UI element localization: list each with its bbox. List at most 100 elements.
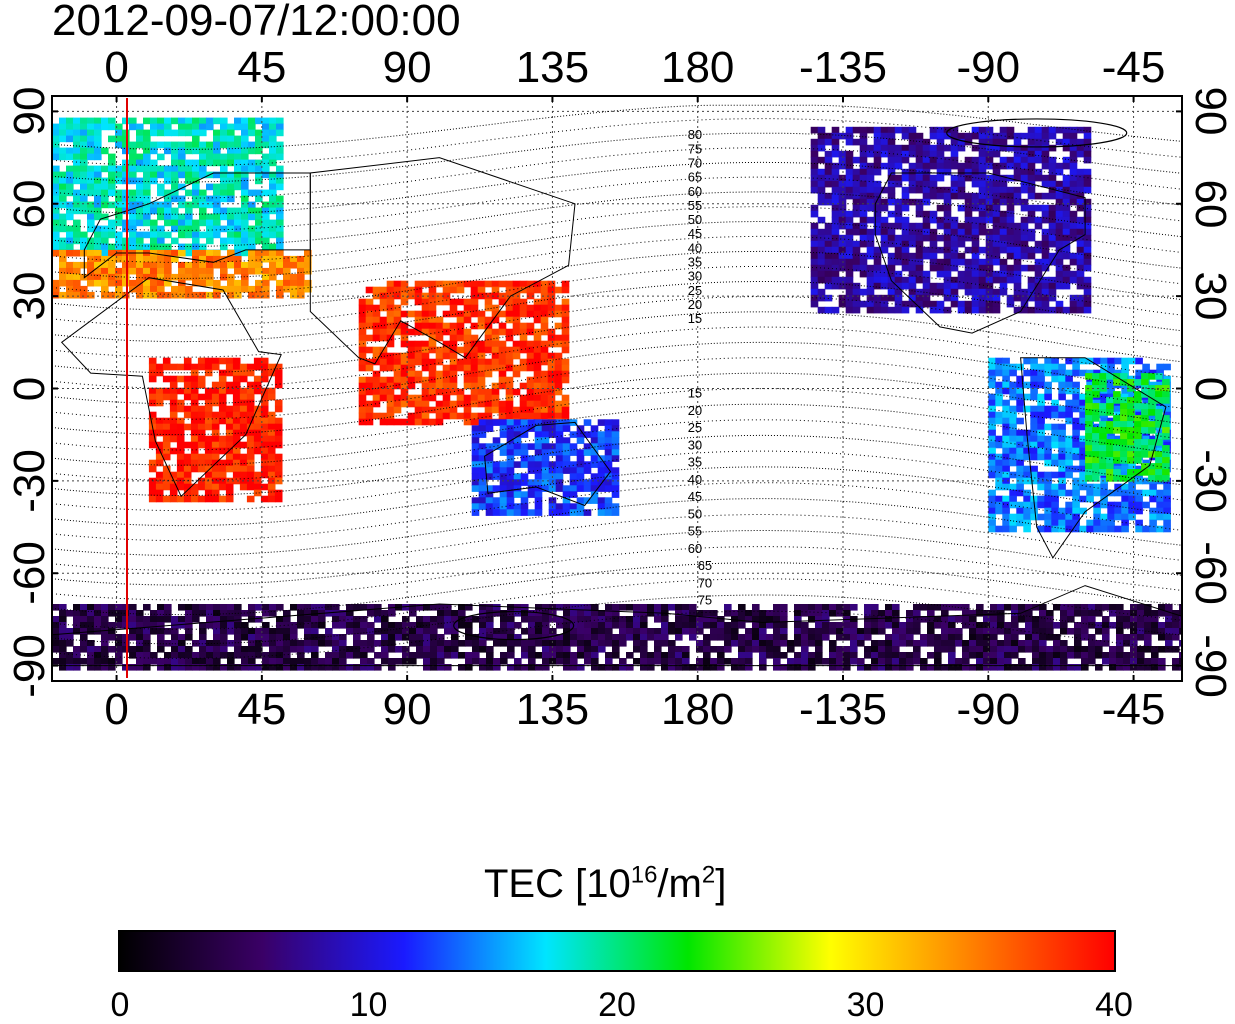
tec-cell	[150, 261, 158, 269]
tec-cell	[1076, 150, 1085, 158]
tec-cell	[1044, 501, 1052, 509]
tec-cell	[304, 279, 312, 287]
tec-cell	[379, 394, 388, 402]
tec-cell	[845, 240, 854, 248]
tec-cell	[66, 117, 74, 125]
tec-cell	[73, 273, 81, 281]
tec-cell	[1020, 168, 1029, 176]
tec-cell	[218, 381, 227, 389]
tec-cell	[915, 186, 924, 194]
tec-cell	[554, 304, 563, 312]
tec-cell	[1079, 369, 1087, 377]
tec-cell	[192, 171, 200, 179]
tec-cell	[507, 646, 515, 653]
tec-cell	[780, 628, 788, 635]
tec-cell	[213, 159, 221, 167]
tec-cell	[808, 652, 816, 659]
tec-cell	[372, 412, 381, 420]
tec-cell	[162, 363, 171, 371]
tec-cell	[1060, 616, 1068, 623]
tec-cell	[1002, 465, 1010, 473]
tec-cell	[964, 204, 973, 212]
tec-cell	[597, 437, 606, 444]
tec-cell	[400, 328, 409, 336]
tec-cell	[1085, 457, 1093, 464]
tec-cell	[164, 610, 172, 617]
tec-cell	[492, 461, 501, 468]
tec-cell	[513, 449, 522, 456]
tec-cell	[1155, 457, 1163, 464]
tec-cell	[1020, 216, 1029, 224]
tec-cell	[561, 412, 570, 420]
tec-cell	[943, 222, 952, 230]
tec-cell	[213, 622, 221, 629]
tec-cell	[859, 204, 868, 212]
tec-cell	[192, 273, 200, 281]
tec-cell	[59, 171, 67, 179]
tec-cell	[52, 279, 60, 287]
tec-cell	[838, 150, 847, 158]
tec-cell	[1106, 451, 1114, 458]
tec-cell	[498, 298, 507, 306]
tec-cell	[1058, 405, 1066, 413]
tec-cell	[239, 483, 248, 491]
tec-cell	[358, 382, 367, 390]
tec-cell	[759, 628, 767, 635]
tec-cell	[87, 117, 95, 125]
tec-cell	[1034, 294, 1043, 302]
tec-cell	[1069, 180, 1078, 188]
tec-cell	[927, 640, 935, 647]
tec-cell	[108, 165, 116, 173]
tec-cell	[150, 622, 158, 629]
tec-cell	[915, 162, 924, 170]
tec-cell	[936, 282, 945, 290]
tec-cell	[52, 646, 60, 653]
tec-cell	[941, 622, 949, 629]
tec-cell	[999, 222, 1008, 230]
tec-cell	[87, 189, 95, 197]
tec-cell	[985, 228, 994, 236]
tec-cell	[220, 610, 228, 617]
tec-cell	[372, 322, 381, 330]
tec-cell	[976, 640, 984, 647]
tec-cell	[584, 646, 592, 653]
tec-cell	[232, 375, 241, 383]
tec-cell	[484, 316, 493, 324]
tec-cell	[232, 399, 241, 407]
tec-cell	[534, 491, 543, 498]
tec-cell	[990, 622, 998, 629]
tec-cell	[527, 461, 536, 468]
tec-cell	[267, 393, 276, 401]
tec-cell	[449, 352, 458, 360]
tec-cell	[1123, 634, 1131, 641]
tec-cell	[304, 267, 312, 275]
tec-cell	[992, 234, 1001, 242]
tec-cell	[274, 375, 283, 383]
tec-cell	[929, 246, 938, 254]
tec-cell	[542, 646, 550, 653]
tec-cell	[1051, 489, 1059, 497]
tec-cell	[108, 634, 116, 641]
tec-cell	[561, 406, 570, 414]
tec-cell	[1083, 300, 1092, 308]
tec-cell	[1020, 144, 1029, 152]
tec-cell	[178, 616, 186, 623]
tec-cell	[556, 646, 564, 653]
tec-cell	[190, 441, 199, 449]
tec-cell	[929, 252, 938, 260]
tec-cell	[1135, 507, 1143, 515]
tec-cell	[421, 304, 430, 312]
tec-cell	[817, 156, 826, 164]
tec-cell	[115, 231, 123, 239]
tec-cell	[1076, 240, 1085, 248]
tec-cell	[1006, 186, 1015, 194]
tec-cell	[185, 628, 193, 635]
tec-cell	[1102, 640, 1110, 647]
tec-cell	[393, 370, 402, 378]
tec-cell	[533, 352, 542, 360]
tec-cell	[1128, 465, 1136, 473]
tec-cell	[59, 646, 67, 653]
tec-cell	[1065, 525, 1073, 533]
tec-cell	[1072, 393, 1080, 401]
tec-cell	[1009, 423, 1017, 431]
